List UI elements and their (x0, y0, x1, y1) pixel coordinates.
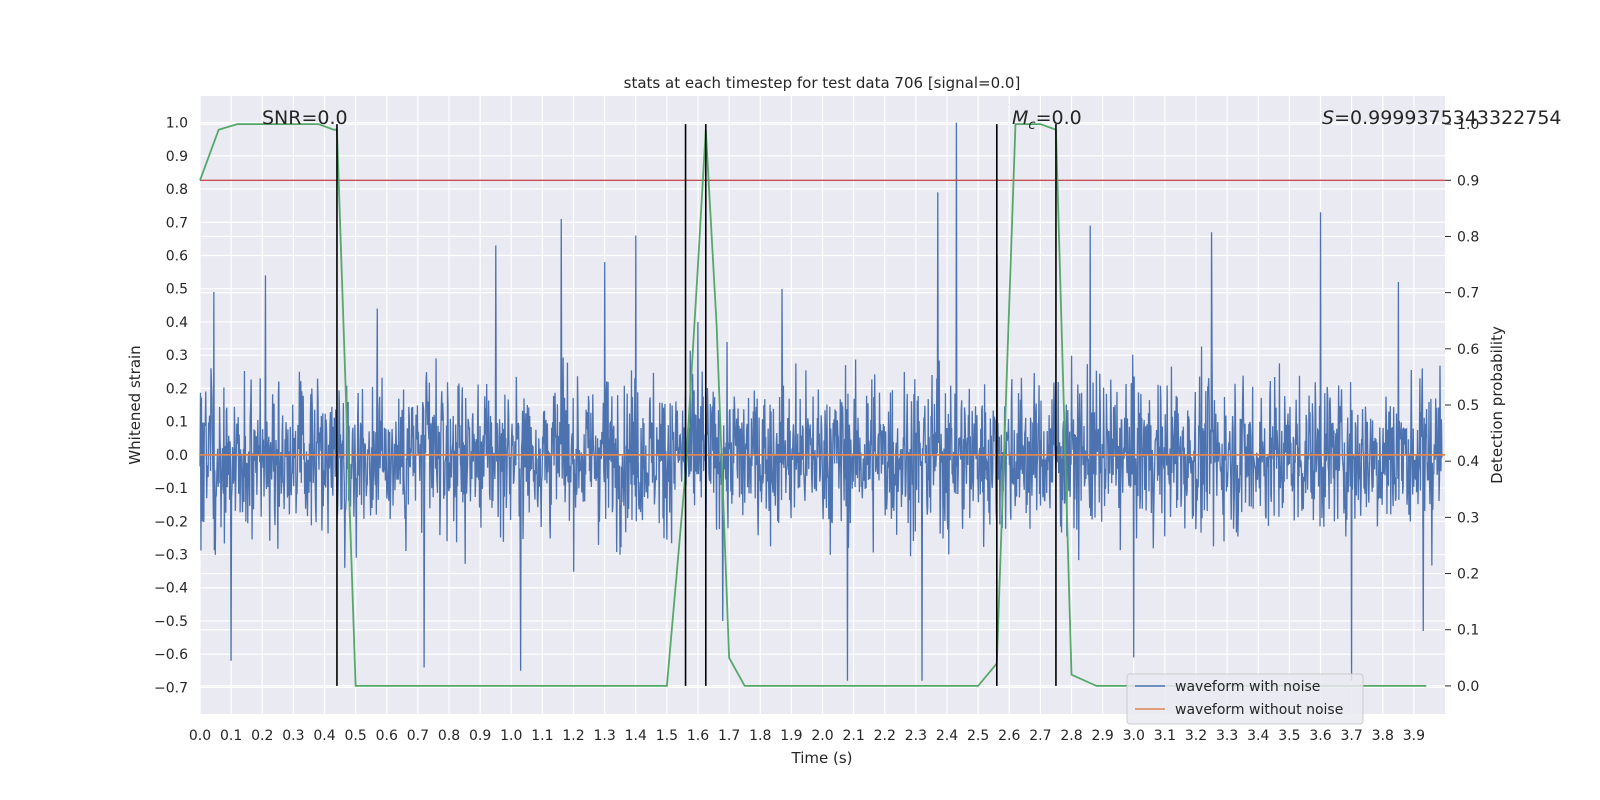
y-left-tick-label: 0.0 (166, 448, 188, 464)
y-left-tick-label: −0.7 (154, 680, 188, 696)
x-tick-label: 2.3 (905, 728, 927, 744)
x-tick-label: 3.3 (1216, 728, 1238, 744)
x-tick-label: 1.1 (531, 728, 553, 744)
x-tick-label: 0.3 (282, 728, 304, 744)
x-tick-label: 0.4 (313, 728, 335, 744)
x-tick-label: 2.5 (967, 728, 989, 744)
x-tick-label: 1.7 (718, 728, 740, 744)
x-tick-label: 3.9 (1403, 728, 1425, 744)
x-axis-label: Time (s) (791, 749, 853, 767)
x-tick-label: 1.0 (500, 728, 522, 744)
y-left-tick-labels: −0.7 −0.6 −0.5 −0.4 −0.3 −0.2 −0.1 0.0 0.1 0.2 0.3… (154, 116, 188, 697)
snr-annotation: SNR=0.0 (262, 107, 348, 129)
y-left-tick-label: −0.6 (154, 647, 188, 663)
x-tick-label: 0.9 (469, 728, 491, 744)
y-right-tick-label: 0.4 (1457, 454, 1479, 470)
y-left-tick-label: −0.2 (154, 514, 188, 530)
x-tick-label: 3.2 (1185, 728, 1207, 744)
y-left-tick-label: 0.2 (166, 381, 188, 397)
y-right-tick-label: 0.0 (1457, 679, 1479, 695)
y-left-tick-label: 0.8 (166, 182, 188, 198)
x-tick-label: 2.9 (1091, 728, 1113, 744)
x-tick-label: 1.5 (656, 728, 678, 744)
x-tick-label: 1.4 (625, 728, 647, 744)
x-tick-label: 3.4 (1247, 728, 1269, 744)
y-left-tick-label: 0.5 (166, 282, 188, 298)
legend: waveform with noise waveform without noi… (1126, 673, 1364, 725)
x-tick-label: 2.2 (874, 728, 896, 744)
x-tick-label: 3.1 (1154, 728, 1176, 744)
x-tick-label: 3.7 (1340, 728, 1362, 744)
detection-probability-line (199, 123, 1427, 687)
x-tick-label: 0.6 (376, 728, 398, 744)
x-tick-label: 0.2 (251, 728, 273, 744)
y-left-tick-label: 0.9 (166, 149, 188, 165)
x-tick-label: 1.3 (593, 728, 615, 744)
y-left-tick-label: −0.3 (154, 548, 188, 564)
x-tick-label: 0.0 (189, 728, 211, 744)
y-left-tick-label: 0.6 (166, 248, 188, 264)
x-tick-label: 1.2 (562, 728, 584, 744)
chirp-mass-symbol: M (1012, 107, 1028, 129)
chart-title: stats at each timestep for test data 706… (624, 74, 1021, 92)
y-right-tick-label: 0.9 (1457, 173, 1479, 189)
chirp-mass-subscript: c (1028, 118, 1035, 133)
score-symbol: S (1322, 107, 1334, 129)
y-left-tick-label: −0.5 (154, 614, 188, 630)
x-tick-label: 3.0 (1123, 728, 1145, 744)
y-left-tick-label: −0.1 (154, 481, 188, 497)
y-axis-left-label: Whitened strain (126, 345, 144, 464)
x-tick-label: 2.4 (936, 728, 958, 744)
y-right-tick-label: 0.5 (1457, 398, 1479, 414)
legend-label-noisy: waveform with noise (1175, 679, 1320, 695)
y-left-tick-label: 0.7 (166, 215, 188, 231)
x-tick-label: 2.6 (998, 728, 1020, 744)
y-left-tick-label: 0.3 (166, 348, 188, 364)
x-tick-label: 0.1 (220, 728, 242, 744)
y-left-tick-label: 0.1 (166, 415, 188, 431)
y-left-tick-label: −0.4 (154, 581, 188, 597)
score-value: =0.9999375343322754 (1334, 107, 1561, 129)
y-axis-right-label: Detection probability (1488, 326, 1506, 484)
y-right-tick-label: 0.7 (1457, 286, 1479, 302)
y-right-tick-label: 1.0 (1457, 117, 1479, 133)
score-annotation: S=0.9999375343322754 (1322, 107, 1562, 129)
vertical-markers (336, 124, 1057, 686)
chirp-mass-annotation: Mc=0.0 (1012, 107, 1082, 133)
x-tick-label: 3.5 (1278, 728, 1300, 744)
y-left-tick-label: 0.4 (166, 315, 188, 331)
grid (199, 96, 1445, 714)
x-tick-label: 2.0 (811, 728, 833, 744)
x-tick-label: 3.6 (1309, 728, 1331, 744)
y-right-tick-labels: 0.0 0.1 0.2 0.3 0.4 0.5 0.6 0.7 0.8 0.9 1.0 (1445, 117, 1479, 695)
y-left-tick-label: 1.0 (166, 116, 188, 132)
legend-box (1126, 673, 1364, 725)
legend-label-clean: waveform without noise (1175, 702, 1343, 718)
x-tick-label: 1.8 (749, 728, 771, 744)
x-tick-labels: 0.0 0.1 0.2 0.3 0.4 0.5 0.6 0.7 0.8 0.9 1.0 1.1 1.2 1… (189, 728, 1425, 744)
chirp-mass-value: =0.0 (1036, 107, 1082, 129)
x-tick-label: 2.8 (1060, 728, 1082, 744)
x-tick-label: 0.5 (344, 728, 366, 744)
detection-probability (199, 123, 1427, 687)
y-right-tick-label: 0.6 (1457, 342, 1479, 358)
x-tick-label: 0.7 (407, 728, 429, 744)
x-tick-label: 1.6 (687, 728, 709, 744)
x-tick-label: 2.1 (842, 728, 864, 744)
x-tick-label: 1.9 (780, 728, 802, 744)
x-tick-label: 0.8 (438, 728, 460, 744)
y-right-tick-label: 0.3 (1457, 510, 1479, 526)
x-tick-label: 2.7 (1029, 728, 1051, 744)
y-right-tick-label: 0.2 (1457, 567, 1479, 583)
y-right-tick-label: 0.8 (1457, 229, 1479, 245)
y-right-tick-label: 0.1 (1457, 623, 1479, 639)
x-tick-label: 3.8 (1372, 728, 1394, 744)
